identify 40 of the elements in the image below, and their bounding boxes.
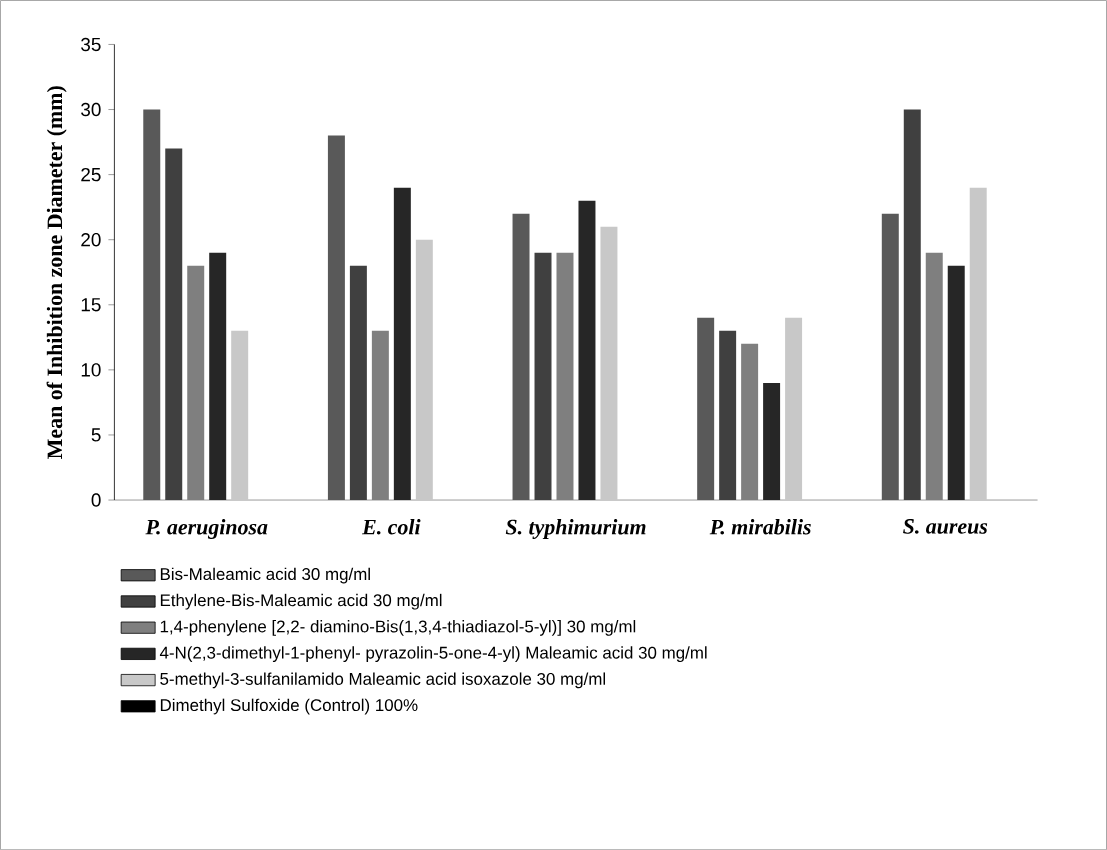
y-tick-label: 20 [81,232,101,247]
legend-label: Dimethyl Sulfoxide (Control) 100% [160,698,418,715]
legend-label: 5-methyl-3-sulfanilamido Maleamic acid isoxazole 30 mg/ml [160,672,606,689]
bar [143,109,161,500]
legend-label: Ethylene-Bis-Maleamic acid 30 mg/ml [160,593,442,610]
legend-label: Bis-Maleamic acid 30 mg/ml [160,567,370,584]
x-tick-label: S. aureus [903,518,988,534]
bar [578,200,596,500]
bar [209,252,227,500]
x-tick-label: P. mirabilis [709,518,811,535]
bar [881,213,899,500]
y-tick-label: 35 [81,37,101,52]
bar [600,226,618,500]
bar [763,382,781,500]
bar [697,317,715,500]
bar [165,148,183,500]
bar [349,265,367,500]
y-axis-title: Mean of Inhibition zone Diameter (mm) [46,86,67,459]
bar [785,317,803,500]
y-tick-label: 5 [91,428,101,442]
y-tick-label: 10 [81,363,101,377]
legend-label: 1,4-phenylene [2,2- diamino-Bis(1,3,4-thiadiazol-5-yl)] 30 mg/ml [160,619,636,636]
bar [534,252,552,500]
y-tick-label: 15 [81,298,101,312]
y-tick-label: 25 [81,167,101,182]
bar [947,265,965,500]
y-tick-label: 30 [81,102,101,117]
legend-label: 4-N(2,3-dimethyl-1-phenyl- pyrazolin-5-one-4-yl) Maleamic acid 30 mg/ml [159,646,707,662]
bar [903,109,921,500]
bar [415,239,433,500]
bar [393,187,411,500]
y-tick-label: 0 [91,493,101,507]
bar [969,187,987,500]
x-tick-label: P. aeruginosa [145,518,268,539]
x-tick-label: E. coli [362,518,421,535]
x-tick-label: S. typhimurium [505,518,646,539]
bar [327,135,345,500]
bar [512,213,530,500]
bar [719,330,737,500]
bar [231,330,249,500]
